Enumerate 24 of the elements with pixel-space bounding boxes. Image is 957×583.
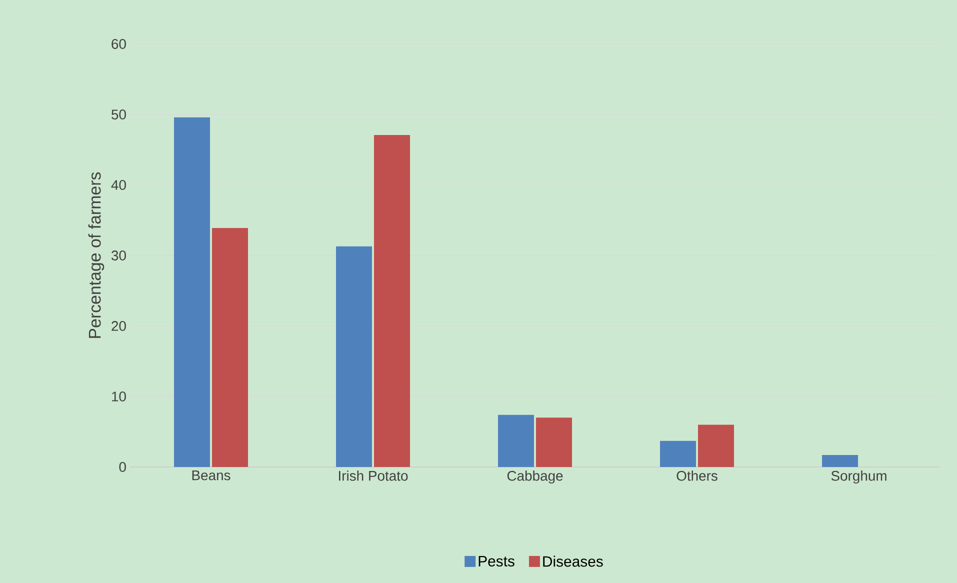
bar xyxy=(212,228,248,467)
legend-label: Diseases xyxy=(543,556,603,567)
legend-label: Pests xyxy=(478,556,514,566)
bar xyxy=(174,117,210,467)
bar xyxy=(374,134,410,467)
bar xyxy=(660,440,696,467)
bar xyxy=(698,424,734,467)
x-tick-label: Others xyxy=(676,470,718,481)
y-tick-label: 10 xyxy=(112,392,126,402)
bar xyxy=(336,246,372,467)
x-tick-label: Beans xyxy=(192,470,230,480)
y-tick-label: 60 xyxy=(112,39,126,49)
y-tick-label: 20 xyxy=(112,321,126,331)
y-tick-label: 40 xyxy=(111,180,126,190)
y-tick-label: 30 xyxy=(112,250,126,260)
bar xyxy=(498,414,534,467)
x-tick-label: Sorghum xyxy=(831,470,886,484)
y-tick-label: 50 xyxy=(112,110,126,120)
bar xyxy=(822,455,858,467)
y-tick-label: 0 xyxy=(119,462,126,472)
bar xyxy=(536,418,572,467)
x-tick-label: Cabbage xyxy=(507,470,563,484)
x-tick-label: Irish Potato xyxy=(339,470,408,481)
y-axis-title: Percentage of farmers xyxy=(88,172,104,338)
